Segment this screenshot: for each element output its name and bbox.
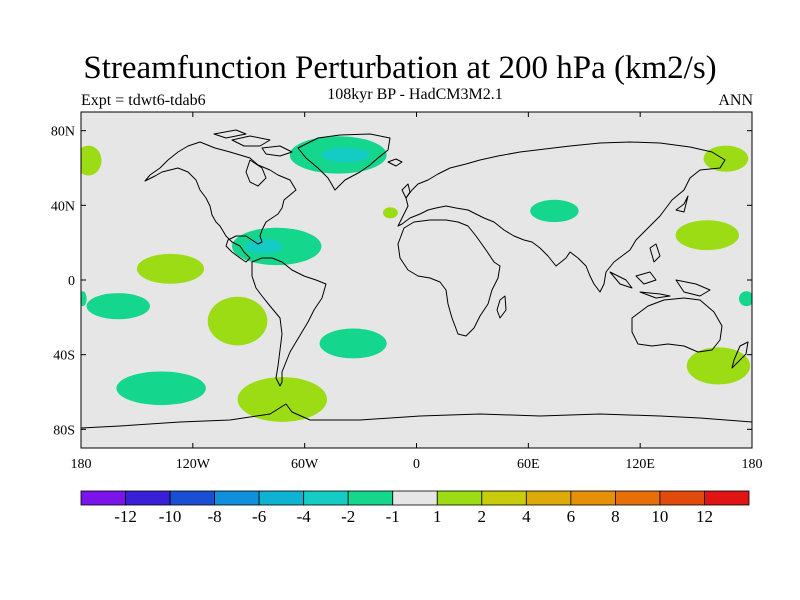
colorbar-swatch	[347, 490, 394, 506]
x-tick-label: 60E	[517, 457, 540, 472]
colorbar: -12 -10 -8 -6 -4 -2 -1 1 2 4 6 8 10 12	[80, 490, 750, 526]
x-tick-label: 0	[413, 457, 420, 472]
coastline-british-isles	[401, 183, 411, 199]
x-tick-label: 60W	[291, 457, 319, 472]
colorbar-swatch	[525, 490, 572, 506]
coastline-philippines	[649, 243, 661, 263]
colorbar-swatch	[704, 490, 750, 506]
coastline-canadian-archipelago	[213, 129, 293, 157]
north-pacific-east-positive	[703, 145, 749, 172]
colorbar-swatch	[169, 490, 215, 506]
x-tick-label: 180	[71, 457, 92, 472]
colorbar-label: 8	[611, 507, 620, 526]
y-tick-label: 40S	[53, 349, 75, 364]
latitude-axis: 80N 40N 0 40S 80S	[51, 125, 752, 438]
colorbar-label: 12	[696, 507, 713, 526]
coastline-madagascar	[496, 295, 507, 319]
coastline-indonesia	[609, 271, 711, 299]
coastline-hudson-bay	[245, 159, 267, 187]
north-pacific-west-positive	[81, 145, 102, 176]
colorbar-label: -1	[386, 507, 400, 526]
south-pacific-midlat-negative	[116, 371, 206, 406]
caribbean-core-negative	[245, 238, 283, 254]
colorbar-swatch	[659, 490, 705, 506]
plot-title: Streamfunction Perturbation at 200 hPa (…	[83, 50, 717, 86]
anomaly-regions	[81, 136, 752, 422]
south-pacific-subtropical-negative	[86, 293, 150, 320]
south-atlantic-negative	[319, 328, 387, 359]
longitude-axis: 180 120W 60W 0 60E 120E 180	[71, 112, 763, 472]
y-tick-label: 40N	[51, 199, 75, 214]
colorbar-label: 10	[651, 507, 668, 526]
x-tick-label: 180	[742, 457, 763, 472]
drake-passage-positive	[237, 377, 328, 422]
colorbar-label: -12	[114, 507, 137, 526]
colorbar-label: 2	[478, 507, 487, 526]
x-tick-label: 120W	[176, 457, 211, 472]
colorbar-swatch	[570, 490, 616, 506]
tasman-positive	[686, 347, 751, 385]
greenland-core-negative	[321, 147, 370, 163]
colorbar-swatch	[481, 490, 527, 506]
coastline-south-america	[251, 257, 327, 387]
colorbar-label: -4	[297, 507, 312, 526]
colorbar-label: -8	[208, 507, 222, 526]
period-model-label: 108kyr BP - HadCM3M2.1	[327, 86, 503, 103]
coastline-iceland	[387, 158, 403, 167]
coastline-eurasia	[397, 141, 726, 293]
colorbar-swatch	[436, 490, 483, 506]
y-tick-label: 0	[68, 274, 75, 289]
y-tick-label: 80N	[51, 125, 75, 140]
colorbar-swatch	[214, 490, 260, 506]
experiment-label: Expt = tdwt6-tdab6	[81, 92, 206, 109]
x-tick-label: 120E	[625, 457, 655, 472]
colorbar-swatch	[392, 490, 438, 506]
colorbar-swatch	[615, 490, 661, 506]
colorbar-swatch	[303, 490, 349, 506]
south-pacific-edge-negative-west	[81, 291, 87, 307]
colorbar-label: -10	[159, 507, 182, 526]
colorbar-swatch	[258, 490, 305, 506]
colorbar-label: 4	[522, 507, 531, 526]
coastline-greenland	[297, 133, 391, 191]
coastlines	[81, 129, 752, 429]
coastline-north-america	[144, 141, 297, 263]
colorbar-swatch	[125, 490, 171, 506]
coastline-africa	[397, 219, 501, 337]
south-pacific-edge-negative	[738, 291, 752, 307]
coastline-australia	[631, 297, 723, 353]
colorbar-label: 6	[567, 507, 576, 526]
tropical-pacific-positive	[136, 253, 205, 284]
coastline-new-zealand	[731, 341, 749, 369]
colorbar-label: -2	[341, 507, 355, 526]
south-america-west-positive	[207, 296, 268, 346]
coastline-antarctica	[81, 403, 752, 429]
colorbar-label: -6	[252, 507, 266, 526]
coastline-japan	[675, 195, 689, 213]
central-asia-negative	[530, 199, 579, 223]
mediterranean-small-positive	[382, 207, 398, 219]
colorbar-label: 1	[433, 507, 442, 526]
y-tick-label: 80S	[53, 423, 75, 438]
west-pacific-positive	[675, 220, 739, 251]
season-label: ANN	[718, 92, 753, 109]
colorbar-swatch	[80, 490, 126, 506]
